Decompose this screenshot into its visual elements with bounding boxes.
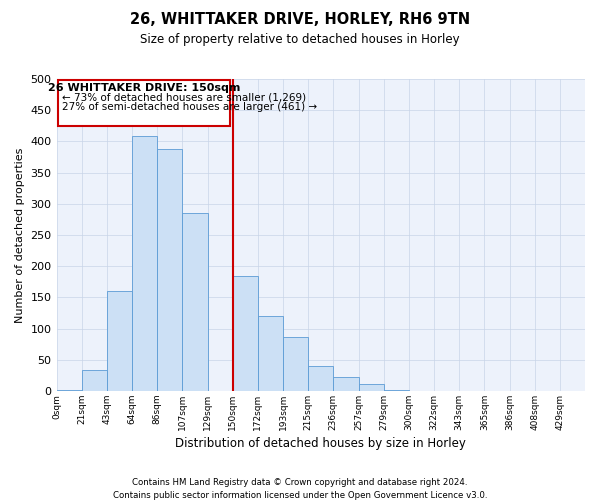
Bar <box>107 291 132 391</box>
Text: 27% of semi-detached houses are larger (461) →: 27% of semi-detached houses are larger (… <box>62 102 317 112</box>
FancyBboxPatch shape <box>58 80 230 126</box>
Text: 26 WHITTAKER DRIVE: 150sqm: 26 WHITTAKER DRIVE: 150sqm <box>48 82 240 92</box>
Bar <box>182 213 208 391</box>
Text: ← 73% of detached houses are smaller (1,269): ← 73% of detached houses are smaller (1,… <box>62 92 305 102</box>
Bar <box>383 390 409 391</box>
Bar <box>359 384 383 391</box>
Bar <box>334 377 359 391</box>
Text: Size of property relative to detached houses in Horley: Size of property relative to detached ho… <box>140 32 460 46</box>
Bar <box>82 370 107 391</box>
Bar <box>258 316 283 391</box>
Bar <box>132 136 157 391</box>
Bar <box>56 390 82 391</box>
Text: 26, WHITTAKER DRIVE, HORLEY, RH6 9TN: 26, WHITTAKER DRIVE, HORLEY, RH6 9TN <box>130 12 470 28</box>
Bar <box>233 276 258 391</box>
Text: Contains public sector information licensed under the Open Government Licence v3: Contains public sector information licen… <box>113 490 487 500</box>
Y-axis label: Number of detached properties: Number of detached properties <box>15 148 25 322</box>
X-axis label: Distribution of detached houses by size in Horley: Distribution of detached houses by size … <box>175 437 466 450</box>
Bar <box>283 338 308 391</box>
Bar <box>157 149 182 391</box>
Bar <box>308 366 334 391</box>
Text: Contains HM Land Registry data © Crown copyright and database right 2024.: Contains HM Land Registry data © Crown c… <box>132 478 468 487</box>
